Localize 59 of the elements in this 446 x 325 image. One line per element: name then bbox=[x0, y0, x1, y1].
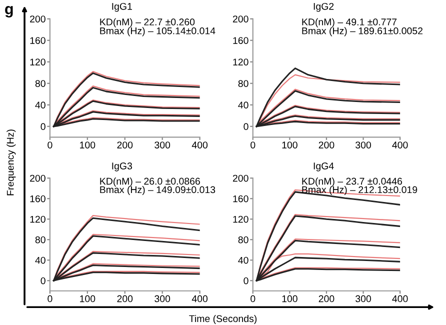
y-tick-label: 160 bbox=[30, 37, 46, 44]
x-tick-label: 200 bbox=[318, 142, 334, 148]
annotation: Bmax (Hz) – 212.13±0.019 bbox=[302, 186, 418, 196]
y-tick-label: 160 bbox=[30, 195, 46, 202]
x-tick-label: 100 bbox=[282, 295, 298, 302]
y-tick-label: 0 bbox=[40, 277, 46, 284]
y-tick-label: 0 bbox=[40, 123, 46, 130]
annotation: KD(nM) – 49.1 ±0.777 bbox=[302, 18, 397, 28]
annotation: KD(nM) – 26.0 ±0.0866 bbox=[100, 178, 200, 187]
x-tick-label: 100 bbox=[80, 142, 96, 148]
x-tick-label: 400 bbox=[392, 142, 408, 148]
x-tick-label: 300 bbox=[154, 142, 170, 148]
y-axis-title: Frequency (Hz) bbox=[6, 130, 16, 196]
y-tick-label: 120 bbox=[30, 58, 46, 66]
y-tick-label: 160 bbox=[233, 37, 248, 44]
y-tick-label: 120 bbox=[30, 216, 46, 223]
annotation: KD(nM) – 22.7 ±0.260 bbox=[100, 18, 195, 28]
annotation: KD(nM) – 23.7 ±0.0446 bbox=[302, 178, 402, 187]
y-tick-label: 200 bbox=[30, 16, 46, 22]
annotation: Bmax (Hz) – 189.61±0.0052 bbox=[302, 27, 422, 36]
x-axis-title: Time (Seconds) bbox=[189, 314, 257, 324]
y-tick-label: 80 bbox=[238, 236, 248, 244]
x-tick-label: 100 bbox=[80, 295, 96, 302]
x-tick-label: 0 bbox=[250, 142, 256, 148]
y-tick-label: 40 bbox=[35, 102, 46, 109]
y-tick-label: 0 bbox=[244, 123, 248, 130]
x-tick-label: 400 bbox=[192, 142, 208, 148]
x-tick-label: 300 bbox=[356, 142, 371, 148]
text: g bbox=[5, 6, 13, 18]
x-tick-label: 300 bbox=[154, 295, 170, 302]
x-tick-label: 400 bbox=[192, 295, 208, 302]
annotation: Bmax (Hz) – 105.14±0.014 bbox=[100, 27, 216, 36]
x-tick-label: 300 bbox=[356, 295, 371, 302]
y-tick-label: 160 bbox=[233, 195, 248, 202]
chart-title: IgG2 bbox=[314, 2, 334, 12]
chart-title: IgG4 bbox=[314, 162, 334, 172]
x-tick-label: 400 bbox=[392, 295, 408, 302]
y-tick-label: 200 bbox=[232, 174, 248, 182]
x-tick-label: 200 bbox=[117, 142, 133, 148]
x-tick-label: 0 bbox=[48, 142, 52, 148]
y-tick-label: 120 bbox=[233, 58, 248, 66]
y-tick-label: 40 bbox=[238, 102, 248, 109]
annotation: Bmax (Hz) – 149.09±0.013 bbox=[100, 186, 216, 196]
chart-title: IgG3 bbox=[112, 162, 132, 172]
chart-title: IgG1 bbox=[112, 2, 132, 12]
y-tick-label: 200 bbox=[30, 174, 46, 182]
y-tick-label: 40 bbox=[35, 256, 46, 264]
y-tick-label: 80 bbox=[35, 80, 46, 87]
y-tick-label: 120 bbox=[233, 216, 248, 223]
y-tick-label: 200 bbox=[232, 16, 248, 22]
x-tick-label: 0 bbox=[48, 295, 52, 302]
x-tick-label: 0 bbox=[250, 295, 256, 302]
y-tick-label: 0 bbox=[244, 277, 248, 284]
y-tick-label: 80 bbox=[238, 80, 248, 87]
x-tick-label: 100 bbox=[282, 142, 298, 148]
x-tick-label: 200 bbox=[117, 295, 133, 302]
y-tick-label: 80 bbox=[35, 236, 46, 244]
x-tick-label: 200 bbox=[318, 295, 334, 302]
y-tick-label: 40 bbox=[238, 256, 248, 264]
